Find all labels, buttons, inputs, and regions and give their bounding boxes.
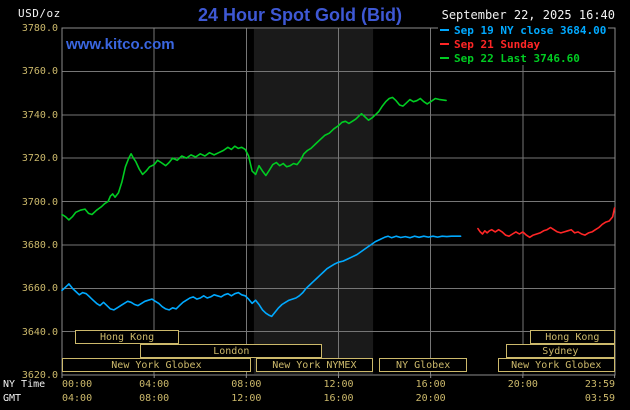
x-tick-label: 08:00 xyxy=(139,393,170,404)
session-box-new-york-nymex: New York NYMEX xyxy=(255,358,374,372)
chart-title: 24 Hour Spot Gold (Bid) xyxy=(198,5,402,25)
legend-label: Sep 21 Sunday xyxy=(454,37,541,51)
y-tick-label: 3620.0 xyxy=(21,370,58,381)
x-tick-label: 12:00 xyxy=(231,393,262,404)
x-tick-label: 04:00 xyxy=(139,379,170,390)
y-tick-label: 3660.0 xyxy=(21,283,58,295)
x-tick-label: 12:00 xyxy=(323,379,354,390)
x-tick-label: 03:59 xyxy=(584,393,615,404)
y-tick-label: 3720.0 xyxy=(21,153,58,165)
legend-marker-icon xyxy=(440,57,449,59)
series-line-2 xyxy=(61,96,447,221)
x-tick-label: 04:00 xyxy=(62,393,93,404)
x-tick-label: 20:00 xyxy=(415,393,446,404)
legend-item-2: Sep 22 Last 3746.60 xyxy=(438,51,609,65)
x-tick-label: 20:00 xyxy=(507,379,538,390)
kitco-watermark-link[interactable]: www.kitco.com xyxy=(66,36,175,53)
y-tick-label: 3700.0 xyxy=(21,196,58,208)
legend-label: Sep 22 Last 3746.60 xyxy=(454,51,580,65)
y-tick-label: 3640.0 xyxy=(21,326,58,338)
series-line-1 xyxy=(477,207,616,239)
unit-label: USD/oz xyxy=(18,7,61,20)
x-tick-label: 08:00 xyxy=(231,379,262,390)
legend-marker-icon xyxy=(440,29,449,31)
legend-item-0: Sep 19 NY close 3684.00 xyxy=(438,23,609,37)
x-axis-row-label: NY Time xyxy=(3,379,46,390)
session-box-sydney: Sydney xyxy=(505,344,615,358)
session-box-hong-kong: Hong Kong xyxy=(529,330,615,344)
y-tick-label: 3740.0 xyxy=(21,109,58,121)
legend-item-1: Sep 21 Sunday xyxy=(438,37,609,51)
session-box-new-york-globex: New York Globex xyxy=(497,358,615,372)
y-tick-label: 3760.0 xyxy=(21,66,58,78)
session-box-london: London xyxy=(140,344,323,358)
x-tick-label: 00:00 xyxy=(62,379,93,390)
legend-marker-icon xyxy=(440,43,449,45)
series-line-0 xyxy=(61,235,462,318)
session-box-hong-kong: Hong Kong xyxy=(74,330,180,344)
session-box-new-york-globex: New York Globex xyxy=(62,358,251,372)
x-tick-label: 23:59 xyxy=(584,379,615,390)
y-tick-label: 3780.0 xyxy=(21,23,58,34)
x-tick-label: 16:00 xyxy=(323,393,354,404)
session-box-ny-globex: NY Globex xyxy=(378,358,468,372)
legend: Sep 19 NY close 3684.00 Sep 21 Sunday Sep … xyxy=(438,23,609,65)
legend-label: Sep 19 NY close 3684.00 xyxy=(454,23,607,37)
datetime-label: September 22, 2025 16:40 xyxy=(441,8,615,22)
x-axis-row-label: GMT xyxy=(3,393,22,404)
x-tick-label: 16:00 xyxy=(415,379,446,390)
y-tick-label: 3680.0 xyxy=(21,239,58,251)
